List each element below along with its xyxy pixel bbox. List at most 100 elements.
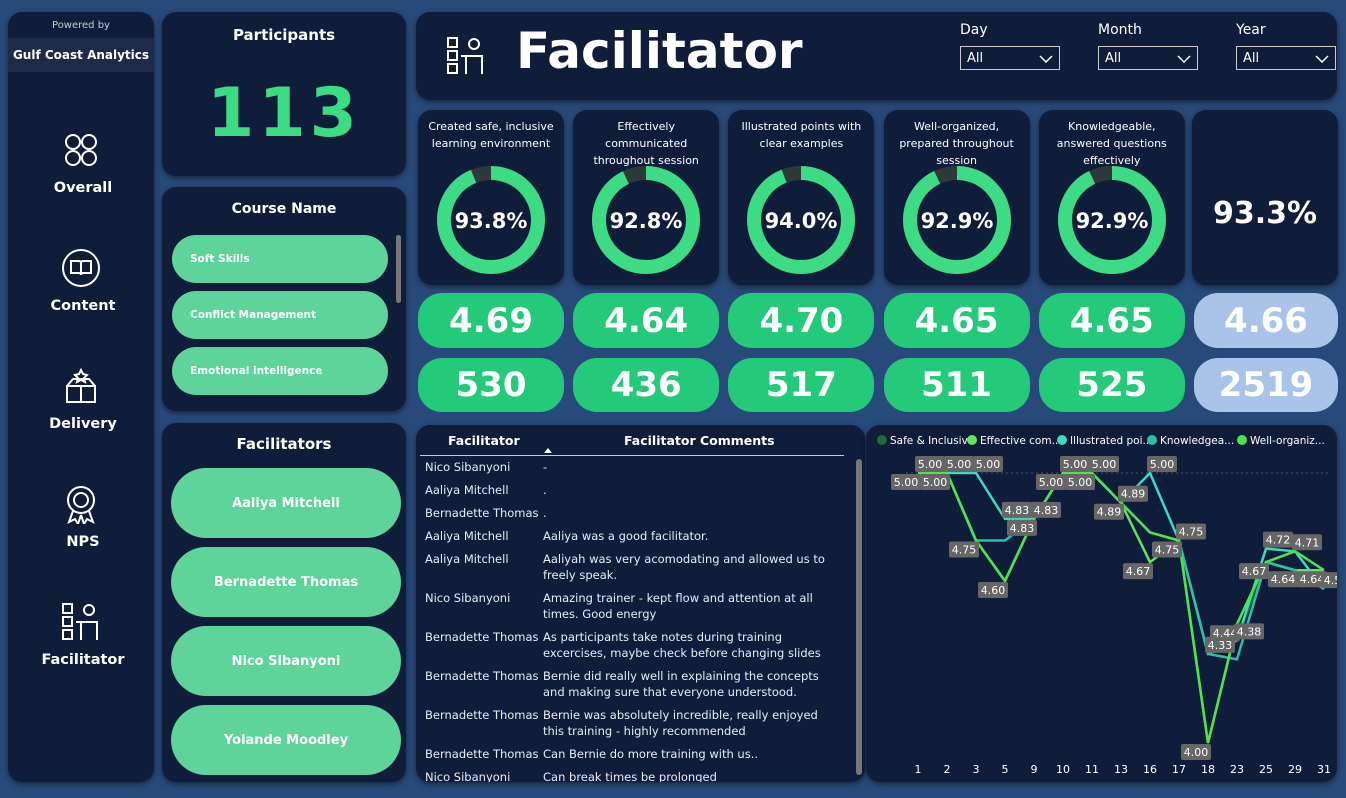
nav-icon[interactable] <box>61 130 101 170</box>
total-card: 93.3% <box>1192 110 1338 285</box>
nav-icon[interactable] <box>61 484 101 524</box>
label-box <box>1297 571 1327 588</box>
comment-cell: Bernie was absolutely incredible, really… <box>543 708 818 738</box>
facilitator-cell: Aaliya Mitchell <box>425 552 509 566</box>
facilitator-cell: Bernadette Thomas <box>425 708 539 722</box>
nav-label[interactable]: Overall <box>53 180 113 196</box>
legend-swatch <box>1147 435 1157 445</box>
x-tick-label: 18 <box>1201 763 1215 776</box>
facilitator-cell: Bernadette Thomas <box>425 630 539 644</box>
label-box <box>1234 623 1264 640</box>
scrollbar[interactable] <box>396 235 401 303</box>
label-box <box>1176 523 1206 540</box>
x-tick-label: 29 <box>1288 763 1302 776</box>
dropdown-value: All <box>1243 51 1260 66</box>
table-row: Bernadette Thomas Bernie did really well … <box>425 668 845 700</box>
kpi-label: Knowledgeable, answered questions effect… <box>1056 120 1167 167</box>
nav-icon[interactable] <box>61 248 101 288</box>
facilitator-cell: Bernadette Thomas <box>425 669 539 683</box>
count-pill: 530 <box>418 358 564 412</box>
data-label: 4.00 <box>1184 746 1209 759</box>
participants-card: Participants 113 <box>162 12 406 176</box>
nav-icon[interactable] <box>61 602 101 642</box>
nav-label[interactable]: Content <box>50 298 116 314</box>
filter-label: Year <box>1236 22 1266 38</box>
brand-name: Gulf Coast Analytics <box>8 38 154 72</box>
kpi-card: Illustrated points with clear examples 94… <box>728 110 875 285</box>
data-label: 4.75 <box>1155 544 1180 557</box>
score-pill: 4.70 <box>728 293 875 348</box>
facilitator-item[interactable]: Nico Sibanyoni <box>171 626 401 696</box>
score-pill: 4.65 <box>883 293 1030 348</box>
label-box <box>1065 474 1095 490</box>
scrollbar[interactable] <box>856 459 862 775</box>
donut-arc <box>437 166 545 274</box>
sort-icon[interactable] <box>544 448 552 453</box>
legend-swatch <box>877 435 887 445</box>
label-box <box>1094 503 1124 520</box>
label-box <box>920 474 950 490</box>
data-label: 5.00 <box>1150 458 1175 471</box>
donut-label: 92.9% <box>1075 209 1148 233</box>
legend-swatch <box>1057 435 1067 445</box>
label-box <box>1089 456 1119 472</box>
total-score: 4.66 <box>1194 293 1338 348</box>
data-label: 4.83 <box>1034 504 1059 517</box>
facilitator-icon <box>447 37 483 74</box>
x-tick-label: 17 <box>1172 763 1186 776</box>
x-tick-label: 3 <box>973 763 980 776</box>
nav-icon[interactable] <box>61 366 101 406</box>
x-tick-label: 13 <box>1114 763 1128 776</box>
legend-label: Well-organiz... <box>1250 435 1325 447</box>
label-box <box>891 474 921 490</box>
nav-label[interactable]: Delivery <box>49 416 117 432</box>
dropdown[interactable]: All <box>1098 46 1198 70</box>
donut: 92.9% <box>1057 166 1166 274</box>
facilitator-item[interactable]: Yolande Moodley <box>171 705 401 775</box>
dropdown[interactable]: All <box>960 46 1060 70</box>
data-label: 4.33 <box>1208 639 1233 652</box>
label-box <box>915 456 945 472</box>
series-line <box>918 471 1325 744</box>
donut-arc <box>747 166 856 274</box>
count-pill: 511 <box>883 358 1030 412</box>
facilitator-item[interactable]: Bernadette Thomas <box>171 547 401 617</box>
label-box <box>1292 534 1322 551</box>
comment-cell: Aaliya was a good facilitator. <box>543 529 709 543</box>
course-item[interactable]: Emotional intelligence <box>172 347 388 395</box>
data-label: 4.75 <box>952 544 977 557</box>
label-box <box>1031 501 1061 518</box>
nav-label[interactable]: NPS <box>66 534 100 550</box>
nav-label[interactable]: Facilitator <box>41 652 125 668</box>
data-label: 5.00 <box>947 458 972 471</box>
comment-cell: . <box>543 483 547 497</box>
course-filter: Course Name Soft Skills Conflict Manageme… <box>162 187 406 411</box>
kpi-label: Effectively communicated throughout sess… <box>593 120 699 167</box>
donut-arc <box>1057 166 1166 274</box>
data-label: 4.72 <box>1266 534 1291 547</box>
facilitator-cell: Nico Sibanyoni <box>425 591 511 605</box>
course-item[interactable]: Soft Skills <box>172 235 388 283</box>
comment-cell: Aaliyah was very acomodating and allowed… <box>543 552 825 582</box>
dropdown[interactable]: All <box>1236 46 1336 70</box>
kpi-card: Knowledgeable, answered questions effect… <box>1038 110 1185 285</box>
legend-label: Effective com... <box>980 435 1062 447</box>
donut: 92.8% <box>592 166 701 274</box>
filter-label: Day <box>960 22 988 38</box>
dropdown-arrow <box>1315 55 1329 64</box>
donut-label: 94.0% <box>765 209 838 233</box>
facilitator-item[interactable]: Aaliya Mitchell <box>171 468 401 538</box>
total-percent: 93.3% <box>1212 196 1318 231</box>
label-box <box>1152 541 1182 558</box>
course-item[interactable]: Conflict Management <box>172 291 388 339</box>
label-box <box>978 582 1008 598</box>
label-box <box>1147 456 1177 472</box>
table-row: Bernadette Thomas. <box>425 505 845 521</box>
table-row: Bernadette Thomas Can Bernie do more trai… <box>425 746 845 762</box>
comment-cell: - <box>543 460 548 474</box>
column-header: Facilitator Comments <box>624 433 775 448</box>
comment-cell: Can Bernie do more training with us.. <box>543 747 759 761</box>
data-label: 4.57 <box>1324 574 1337 587</box>
donut: 94.0% <box>747 166 856 274</box>
